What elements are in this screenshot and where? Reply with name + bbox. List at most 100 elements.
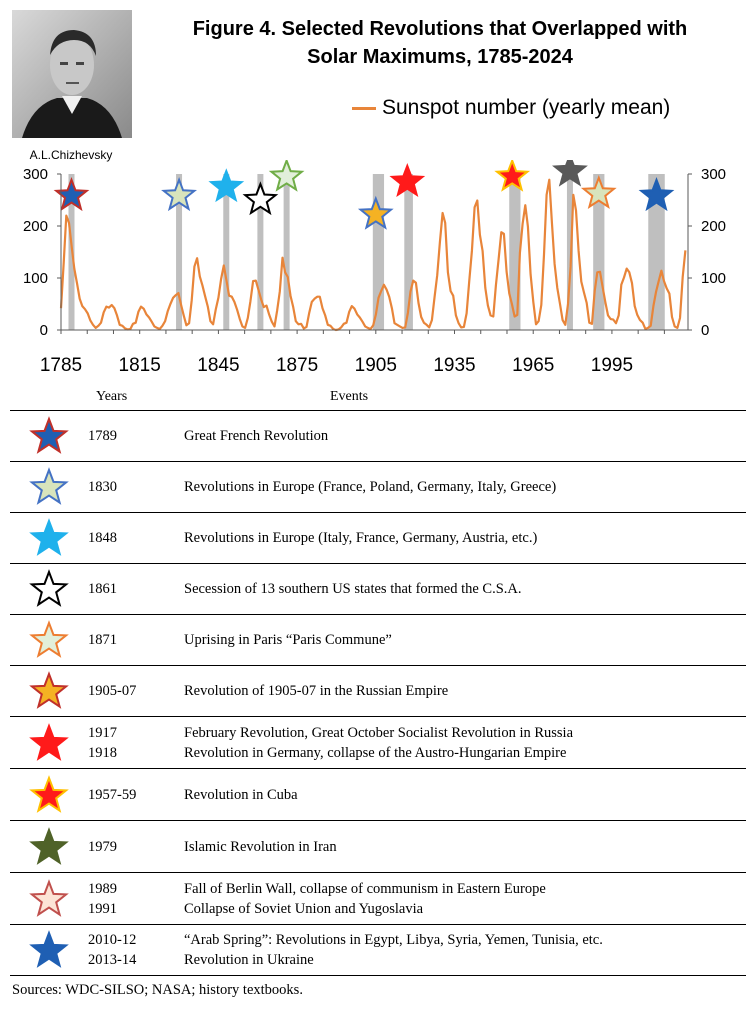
row-star-cell bbox=[10, 878, 88, 919]
star-shape bbox=[29, 930, 69, 968]
y-tick-label-left: 100 bbox=[23, 270, 48, 287]
event-text: February Revolution, Great October Socia… bbox=[184, 724, 574, 741]
x-tick-label: 1935 bbox=[433, 355, 475, 376]
table-rows: 1789 Great French Revolution 1830 Revolutio… bbox=[10, 411, 746, 976]
row-star-cell bbox=[10, 671, 88, 711]
star-icon bbox=[29, 620, 69, 658]
table-row: 1871 Uprising in Paris “Paris Commune” bbox=[10, 615, 746, 666]
event-text: Revolution in Cuba bbox=[184, 786, 298, 803]
year-text: 1789 bbox=[88, 428, 117, 444]
star-shape bbox=[29, 569, 69, 607]
year-text: 1979 bbox=[88, 838, 117, 855]
table-row: 1789 Great French Revolution bbox=[10, 411, 746, 462]
event-band bbox=[378, 174, 385, 330]
col-events-header: Events bbox=[330, 389, 369, 404]
sources-note: Sources: WDC-SILSO; NASA; history textbo… bbox=[12, 982, 303, 998]
x-tick-label: 1995 bbox=[591, 355, 633, 376]
event-band bbox=[257, 174, 264, 330]
y-tick-label-right: 0 bbox=[701, 322, 709, 339]
star-icon bbox=[29, 722, 69, 761]
row-years: 1871 bbox=[88, 630, 184, 650]
event-text: Fall of Berlin Wall, collapse of communi… bbox=[184, 880, 546, 897]
event-band bbox=[223, 174, 230, 330]
star-shape bbox=[29, 518, 69, 556]
row-years: 2010-12 2013-14 bbox=[88, 930, 184, 970]
row-events: Revolution in Cuba bbox=[184, 785, 746, 805]
y-tick-label-left: 0 bbox=[40, 322, 48, 339]
chart-legend: Sunspot number (yearly mean) bbox=[352, 96, 670, 120]
year-text: 1905-07 bbox=[88, 683, 137, 699]
chizhevsky-portrait bbox=[12, 10, 132, 138]
y-tick-label-right: 300 bbox=[701, 166, 726, 183]
legend-label: Sunspot number (yearly mean) bbox=[382, 96, 671, 119]
star-shape bbox=[29, 620, 69, 658]
x-tick-label: 1905 bbox=[355, 355, 397, 376]
chart-star-icon bbox=[53, 176, 90, 212]
chart-star-icon bbox=[638, 176, 675, 212]
year-text: 2013-14 bbox=[88, 952, 137, 968]
table-row: 1917 1918 February Revolution, Great Octob… bbox=[10, 717, 746, 769]
star-icon bbox=[29, 878, 69, 917]
star-shape bbox=[29, 826, 69, 865]
chart-star-icon bbox=[161, 176, 197, 212]
year-text: 1830 bbox=[88, 479, 117, 495]
event-text: Revolutions in Europe (France, Poland, G… bbox=[184, 479, 557, 495]
row-years: 1905-07 bbox=[88, 681, 184, 701]
chart-star-icon bbox=[580, 174, 617, 209]
event-band bbox=[406, 174, 413, 330]
y-tick-label-left: 300 bbox=[23, 166, 48, 183]
event-text: Secession of 13 southern US states that … bbox=[184, 581, 522, 597]
row-star-cell bbox=[10, 774, 88, 815]
row-events: February Revolution, Great October Socia… bbox=[184, 723, 746, 763]
event-band bbox=[593, 174, 600, 330]
star-shape bbox=[29, 467, 69, 505]
row-events: Uprising in Paris “Paris Commune” bbox=[184, 630, 746, 650]
row-star-cell bbox=[10, 722, 88, 763]
y-tick-label-right: 200 bbox=[701, 218, 726, 235]
star-icon bbox=[29, 930, 69, 968]
event-text: Revolution of 1905-07 in the Russian Emp… bbox=[184, 683, 449, 699]
col-years-header: Years bbox=[96, 389, 128, 404]
event-text: Great French Revolution bbox=[184, 428, 329, 444]
event-band bbox=[514, 174, 521, 330]
table-header: Years Events bbox=[10, 384, 746, 411]
row-years: 1957-59 bbox=[88, 785, 184, 805]
row-star-cell bbox=[10, 826, 88, 867]
star-icon bbox=[29, 569, 69, 607]
year-text: 1918 bbox=[88, 744, 117, 761]
table-row: 1848 Revolutions in Europe (Italy, France… bbox=[10, 513, 746, 564]
row-events: Great French Revolution bbox=[184, 426, 746, 446]
star-icon bbox=[29, 467, 69, 505]
row-events: “Arab Spring”: Revolutions in Egypt, Lib… bbox=[184, 930, 746, 970]
year-text: 1861 bbox=[88, 581, 117, 597]
event-band bbox=[598, 174, 605, 330]
row-star-cell bbox=[10, 416, 88, 456]
event-text: Revolutions in Europe (Italy, France, Ge… bbox=[184, 530, 538, 546]
row-events: Revolutions in Europe (France, Poland, G… bbox=[184, 477, 746, 497]
row-star-cell bbox=[10, 467, 88, 507]
chart-star-icon bbox=[389, 162, 426, 197]
table-row: 1905-07 Revolution of 1905-07 in the Russ… bbox=[10, 666, 746, 717]
chart-star-icon bbox=[552, 160, 588, 187]
event-text: Islamic Revolution in Iran bbox=[184, 838, 337, 855]
events-table: Years Events 1789 Great French Revolution… bbox=[10, 384, 746, 976]
year-text: 2010-12 bbox=[88, 932, 137, 948]
year-text: 1917 bbox=[88, 724, 117, 741]
year-text: 1957-59 bbox=[88, 786, 137, 803]
event-band bbox=[566, 174, 573, 330]
star-shape bbox=[29, 774, 69, 813]
row-years: 1848 bbox=[88, 528, 184, 548]
star-icon bbox=[29, 671, 69, 709]
table-row: 1989 1991 Fall of Berlin Wall, collapse of… bbox=[10, 873, 746, 925]
y-tick-label-right: 100 bbox=[701, 270, 726, 287]
x-tick-label: 1815 bbox=[119, 355, 161, 376]
legend-swatch bbox=[352, 106, 376, 110]
chart-star-icon bbox=[494, 160, 531, 192]
y-tick-label-left: 200 bbox=[23, 218, 48, 235]
row-years: 1830 bbox=[88, 477, 184, 497]
row-years: 1979 bbox=[88, 837, 184, 857]
star-icon bbox=[29, 416, 69, 454]
chart-star-icon bbox=[208, 168, 245, 203]
star-icon bbox=[29, 518, 69, 556]
star-shape bbox=[29, 671, 69, 709]
